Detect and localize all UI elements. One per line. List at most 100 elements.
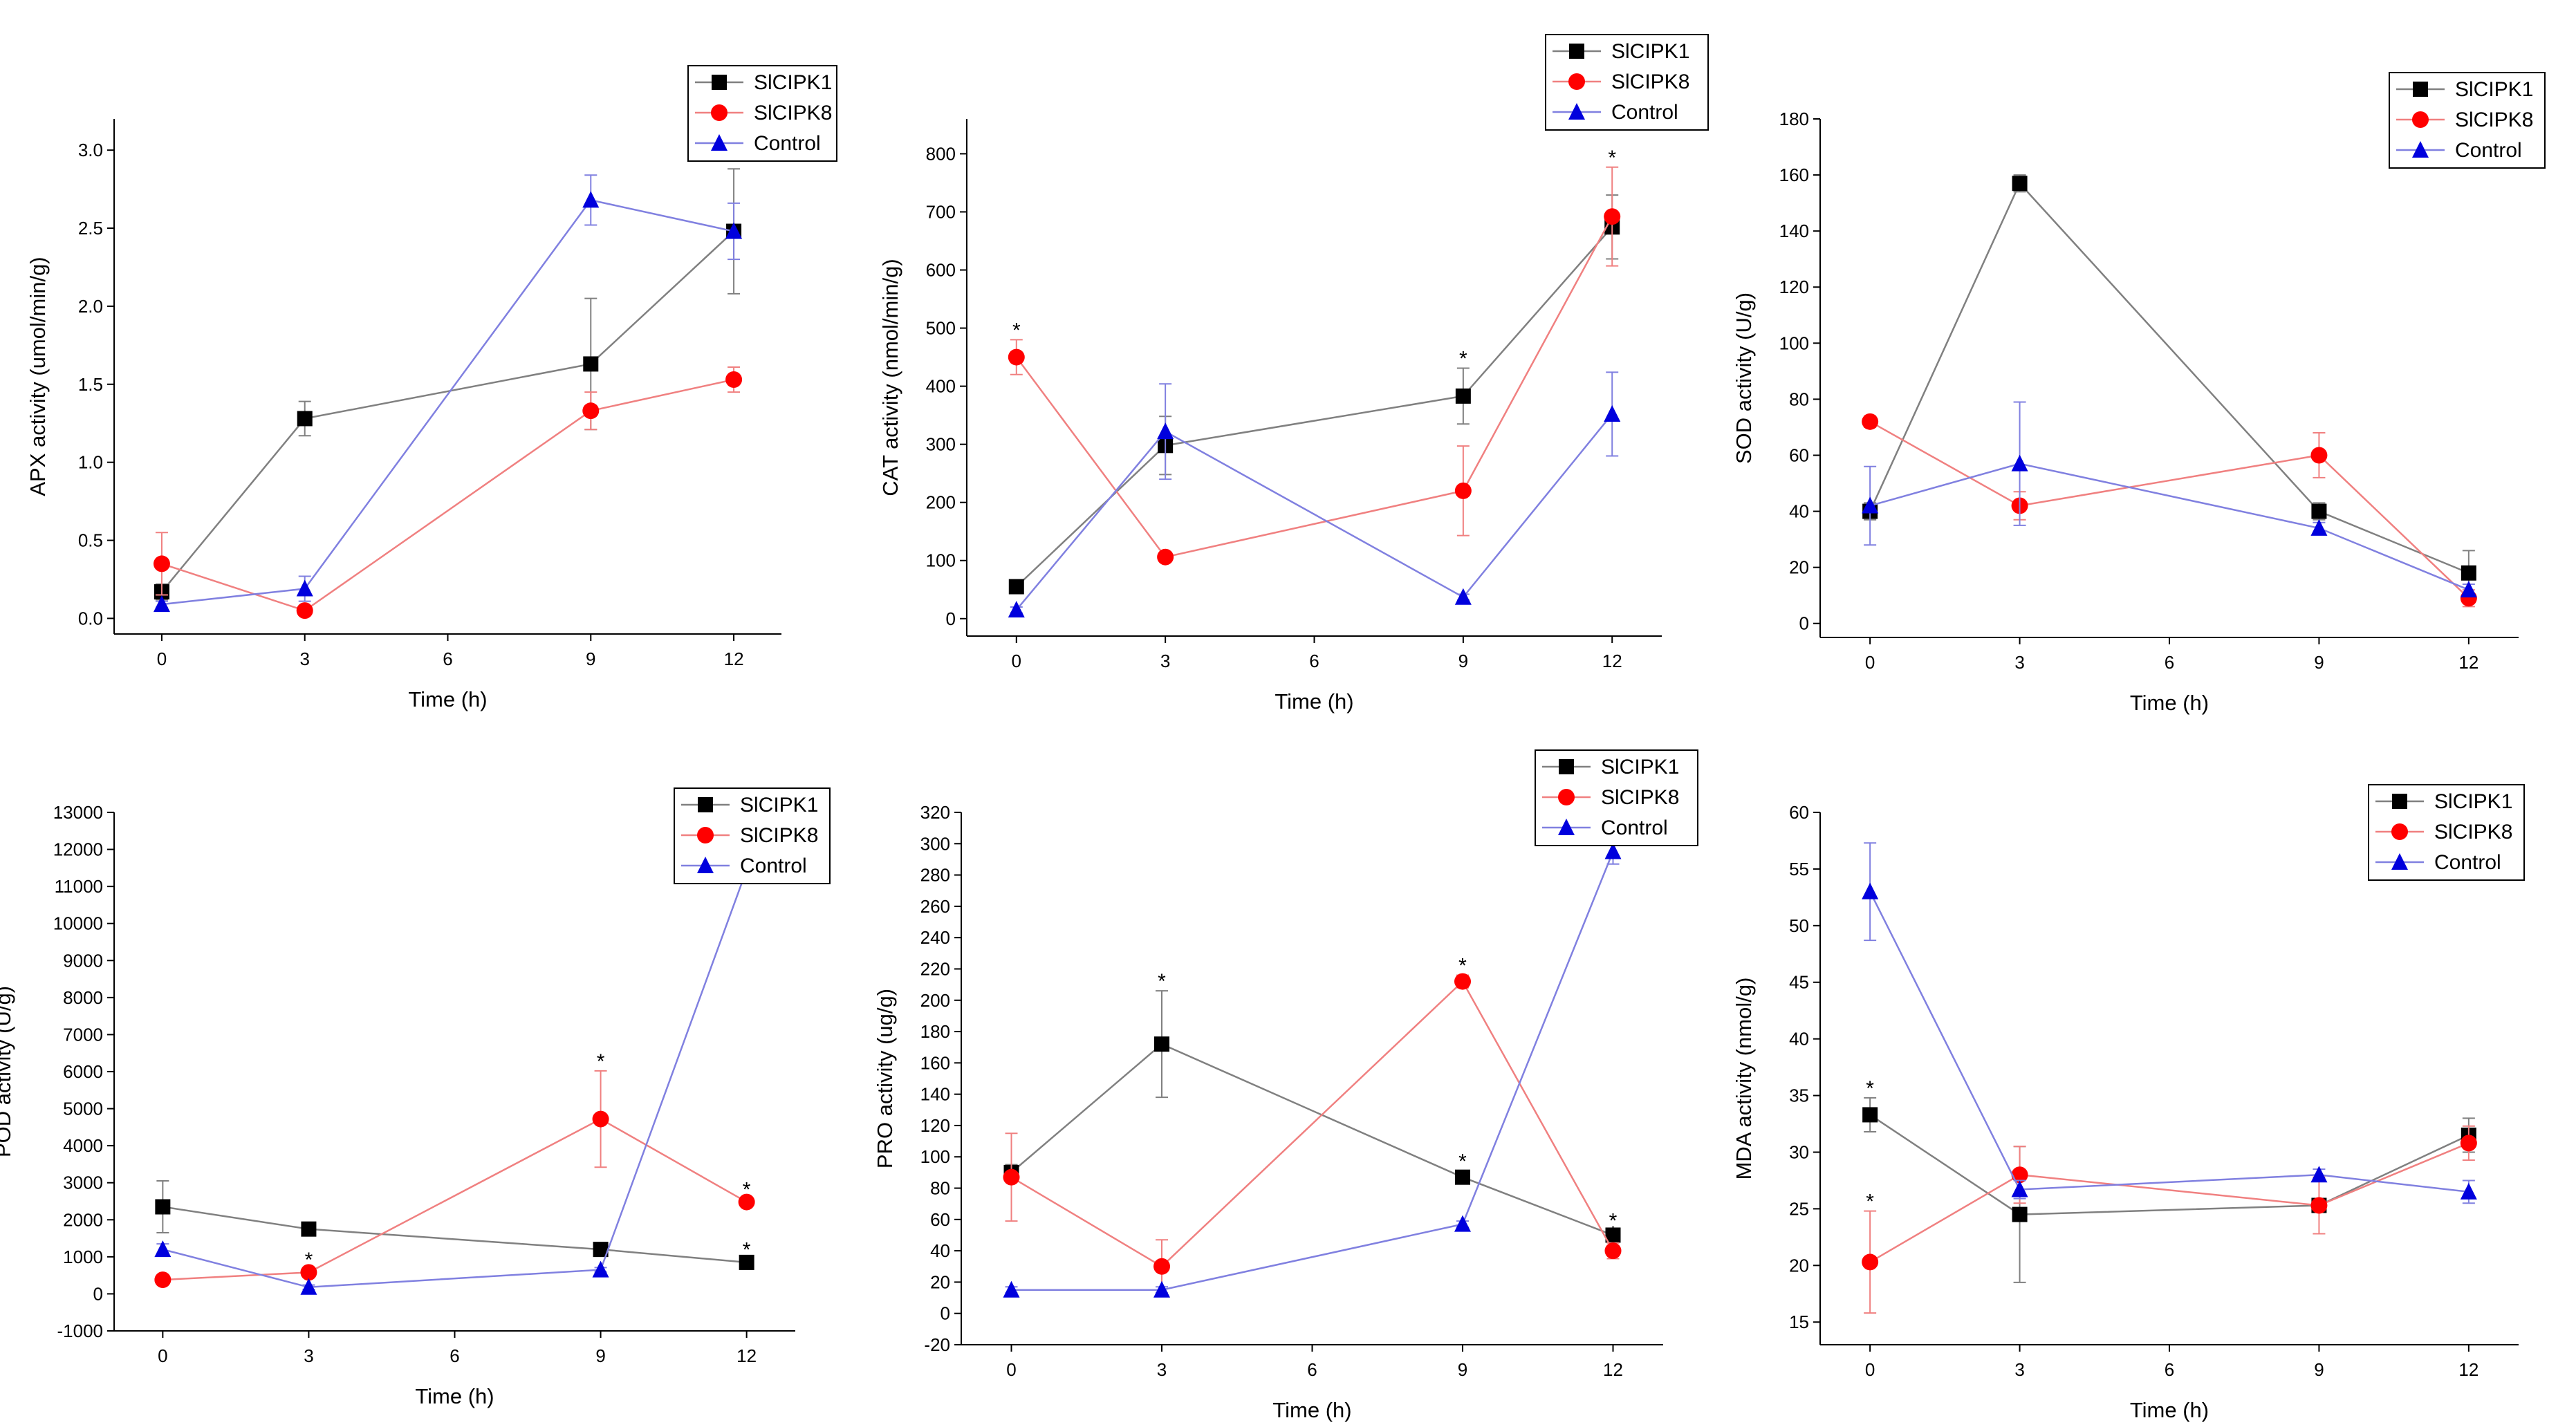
legend-label-slcipk8: SlCIPK8 <box>2455 109 2533 131</box>
y-axis-title: PRO activity (ug/g) <box>873 989 897 1168</box>
y-tick-label: 2.5 <box>78 218 103 239</box>
x-axis-title: Time (h) <box>1272 1398 1351 1422</box>
significance-star: * <box>1158 970 1166 993</box>
data-point-control <box>2460 581 2477 598</box>
series-line-slcipk1 <box>160 230 734 593</box>
data-point-control <box>2011 1180 2028 1197</box>
x-tick-label: 3 <box>1157 1359 1167 1380</box>
y-tick-label: 25 <box>1789 1198 1809 1219</box>
legend-marker-control <box>697 857 714 873</box>
legend-marker-slcipk1 <box>2413 82 2428 97</box>
data-point-slcipk8 <box>1862 413 1879 430</box>
x-tick-label: 12 <box>1603 1359 1623 1380</box>
data-point-control <box>2011 454 2028 472</box>
data-point-control <box>1862 496 1879 514</box>
data-point-control <box>1008 601 1025 618</box>
y-tick-label: 220 <box>920 958 950 979</box>
x-tick-label: 9 <box>595 1345 605 1366</box>
data-point-slcipk1 <box>1154 1036 1169 1052</box>
legend-marker-slcipk8 <box>2391 823 2408 840</box>
data-point-slcipk8 <box>2310 447 2328 464</box>
significance-star: * <box>1608 147 1616 169</box>
data-point-slcipk8 <box>1604 1242 1622 1260</box>
y-tick-label: 0.0 <box>78 608 103 628</box>
y-tick-label: 3.0 <box>78 140 103 160</box>
y-tick-label: 20 <box>930 1271 950 1292</box>
data-point-slcipk1 <box>1862 1107 1878 1123</box>
data-point-slcipk8 <box>1454 973 1471 990</box>
y-tick-label: 800 <box>926 143 956 164</box>
data-point-slcipk8 <box>154 1271 172 1289</box>
series-line-slcipk1 <box>1010 1043 1613 1236</box>
x-axis-title: Time (h) <box>408 687 487 711</box>
series-line-control <box>1869 891 2469 1193</box>
x-axis-title: Time (h) <box>2130 691 2209 715</box>
x-axis-title: Time (h) <box>2130 1398 2209 1422</box>
y-tick-label: 40 <box>1789 501 1809 522</box>
legend-marker-slcipk8 <box>697 827 714 843</box>
x-tick-label: 0 <box>1012 651 1021 671</box>
x-tick-label: 9 <box>1458 1359 1467 1380</box>
y-tick-label: 80 <box>930 1178 950 1199</box>
x-tick-label: 9 <box>1458 651 1468 671</box>
data-point-control <box>592 1260 609 1278</box>
x-tick-label: 6 <box>1307 1359 1317 1380</box>
y-tick-label: 1.5 <box>78 374 103 395</box>
data-point-slcipk1 <box>2311 503 2327 519</box>
y-tick-label: 300 <box>920 833 950 854</box>
data-point-slcipk8 <box>1153 1258 1170 1275</box>
y-tick-label: 160 <box>1779 165 1809 185</box>
y-axis-title: SOD activity (U/g) <box>1732 292 1756 464</box>
y-tick-label: 55 <box>1789 859 1809 879</box>
series-line-slcipk8 <box>1869 420 2470 599</box>
y-tick-label: 300 <box>926 434 956 455</box>
y-tick-label: 180 <box>1779 109 1809 129</box>
significance-star: * <box>1866 1191 1874 1213</box>
legend-marker-control <box>711 134 728 151</box>
y-tick-label: -20 <box>924 1334 950 1355</box>
data-point-slcipk1 <box>583 356 599 372</box>
y-tick-label: 45 <box>1789 972 1809 993</box>
data-point-slcipk1 <box>739 1254 754 1270</box>
x-tick-label: 9 <box>586 649 595 669</box>
panel-sod: 0 20 40 60 80 100 120 140 160 180 0 3 6 9 12 Time (h) SO… <box>1732 72 2546 715</box>
data-point-control <box>296 579 313 597</box>
legend-marker-control <box>1568 103 1585 120</box>
series-line-control <box>1015 413 1613 610</box>
y-tick-label: 2000 <box>63 1209 103 1230</box>
series-line-control <box>1869 463 2470 591</box>
data-point-slcipk8 <box>2011 1166 2028 1184</box>
data-point-slcipk1 <box>1605 1227 1621 1243</box>
data-point-slcipk8 <box>1157 548 1174 566</box>
panel-pod: -100001000200030004000500060007000800090… <box>0 787 831 1408</box>
y-tick-label: 7000 <box>63 1024 103 1045</box>
y-tick-label: 9000 <box>63 950 103 971</box>
x-tick-label: 0 <box>158 1345 167 1366</box>
y-tick-label: 120 <box>1779 277 1809 297</box>
legend-marker-slcipk8 <box>1568 73 1585 90</box>
data-point-control <box>153 595 170 613</box>
legend-label-slcipk8: SlCIPK8 <box>1611 71 1689 93</box>
legend-marker-slcipk1 <box>2392 794 2407 809</box>
y-tick-label: 600 <box>926 260 956 281</box>
data-point-slcipk8 <box>296 602 313 619</box>
data-point-slcipk8 <box>300 1264 317 1281</box>
y-tick-label: 0 <box>93 1283 103 1304</box>
x-tick-label: 3 <box>299 649 309 669</box>
x-tick-label: 6 <box>450 1345 459 1366</box>
data-point-slcipk1 <box>155 1199 171 1215</box>
x-tick-label: 6 <box>1309 651 1319 671</box>
series-line-slcipk1 <box>1869 1114 2470 1215</box>
data-point-slcipk8 <box>738 1193 755 1211</box>
legend-label-slcipk1: SlCIPK1 <box>1611 40 1689 63</box>
data-point-slcipk8 <box>1008 348 1025 366</box>
y-axis-title: CAT activity (nmol/min/g) <box>878 259 902 496</box>
data-point-control <box>1153 1280 1170 1298</box>
legend-label-slcipk1: SlCIPK1 <box>754 71 832 94</box>
y-tick-label: 180 <box>920 1021 950 1042</box>
data-point-control <box>725 222 743 239</box>
y-tick-label: 1.0 <box>78 452 103 473</box>
legend-label-slcipk8: SlCIPK8 <box>1601 786 1679 809</box>
data-point-control <box>2310 519 2328 536</box>
legend-marker-slcipk1 <box>1569 44 1584 59</box>
